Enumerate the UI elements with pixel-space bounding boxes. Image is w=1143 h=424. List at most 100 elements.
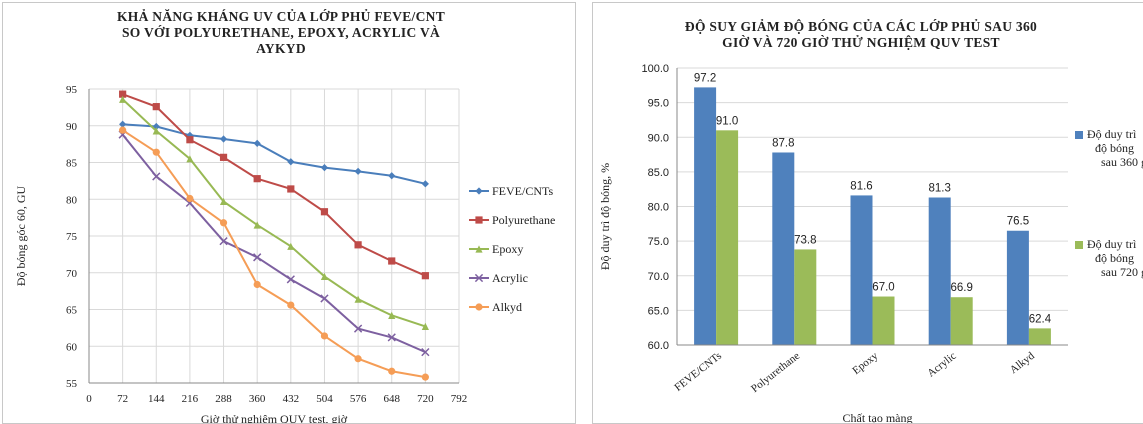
- data-point-alkyd: [320, 332, 329, 340]
- bar-chart-y-tick-label: 85.0: [648, 167, 669, 179]
- line-chart-x-tick-label: 72: [117, 393, 128, 405]
- bar-chart-y-tick-label: 100.0: [641, 63, 669, 75]
- data-point-polyurethane: [354, 241, 362, 249]
- data-point-alkyd: [287, 301, 295, 309]
- bar-chart-x-tick-label: FEVE/CNTs: [672, 350, 724, 394]
- bar-720h: [716, 130, 739, 345]
- bar-chart-y-tick-label: 95.0: [648, 98, 669, 110]
- data-point-acrylic: [286, 275, 295, 284]
- series-alkyd: [119, 126, 429, 381]
- bar-chart-x-tick-label: Acrylic: [925, 350, 958, 380]
- legend-label-polyurethane: Polyurethane: [492, 213, 555, 227]
- bar-chart-y-tick-label: 60.0: [648, 340, 669, 352]
- line-chart-title-line: AYKYD: [256, 41, 306, 56]
- data-point-alkyd: [354, 355, 362, 363]
- bar-chart-x-tick-label: Alkyd: [1008, 350, 1037, 377]
- data-point-polyurethane: [219, 153, 228, 161]
- legend-label-alkyd: Alkyd: [492, 300, 522, 314]
- line-chart-y-tick-label: 95: [66, 84, 78, 96]
- line-chart-y-tick-label: 85: [66, 158, 78, 170]
- bar-data-label: 76.5: [1007, 216, 1029, 228]
- data-point-acrylic: [353, 324, 363, 333]
- data-point-epoxy: [186, 155, 194, 163]
- data-point-polyurethane: [320, 208, 329, 216]
- bar-chart-x-tick-label: Epoxy: [850, 350, 880, 377]
- line-chart-title-line: SO VỚI POLYURETHANE, EPOXY, ACRYLIC VÀ: [122, 25, 440, 40]
- legend-label-feve-cnts: FEVE/CNTs: [492, 184, 553, 198]
- legend-marker-feve-cnts: [475, 187, 483, 195]
- bar-chart-panel: ĐỘ SUY GIẢM ĐỘ BÓNG CỦA CÁC LỚP PHỦ SAU …: [592, 2, 1143, 424]
- line-chart-x-tick-label: 720: [417, 393, 434, 405]
- data-point-feve-cnts: [320, 164, 329, 172]
- line-chart-y-tick-label: 55: [66, 378, 78, 390]
- data-point-epoxy: [421, 322, 429, 331]
- series-line-feve-cnts: [122, 123, 426, 185]
- data-point-feve-cnts: [219, 135, 228, 143]
- data-point-feve-cnts: [421, 180, 429, 188]
- data-point-polyurethane: [186, 136, 194, 144]
- bar-chart-x-axis-label: Chất tạo màng: [843, 411, 913, 424]
- line-chart-panel: KHẢ NĂNG KHÁNG UV CỦA LỚP PHỦ FEVE/CNT SO…: [2, 2, 576, 424]
- line-chart-gridlines: [88, 88, 460, 384]
- data-point-epoxy: [152, 127, 160, 135]
- bar-data-label: 66.9: [951, 282, 973, 294]
- bar-360h: [772, 152, 795, 345]
- legend-marker-polyurethane: [475, 216, 483, 224]
- data-point-epoxy: [119, 95, 127, 103]
- line-chart-x-tick-label: 360: [249, 393, 266, 405]
- bar-720h: [950, 297, 973, 345]
- legend-marker-alkyd: [475, 303, 483, 311]
- line-chart-legend: FEVE/CNTs Polyurethane Epoxy Acrylic Alkyd: [469, 184, 555, 314]
- legend-marker-epoxy: [475, 245, 483, 253]
- bar-data-label: 62.4: [1029, 313, 1052, 325]
- legend-label-acrylic: Acrylic: [492, 271, 528, 285]
- line-chart-x-tick-label: 792: [451, 393, 468, 405]
- line-chart-title-line: KHẢ NĂNG KHÁNG UV CỦA LỚP PHỦ FEVE/CNT: [117, 9, 445, 24]
- series-line-polyurethane: [122, 93, 426, 277]
- data-point-epoxy: [388, 311, 396, 319]
- bar-360h: [1006, 230, 1029, 345]
- bar-data-label: 67.0: [872, 282, 894, 294]
- series-polyurethane: [119, 90, 429, 280]
- data-point-alkyd: [219, 219, 228, 227]
- data-point-polyurethane: [119, 90, 127, 98]
- series-line-acrylic: [121, 133, 426, 354]
- series-acrylic: [118, 130, 430, 357]
- line-chart-x-tick-label: 576: [350, 393, 367, 405]
- legend-label-epoxy: Epoxy: [492, 242, 523, 256]
- data-point-alkyd: [152, 148, 160, 156]
- line-chart-title: KHẢ NĂNG KHÁNG UV CỦA LỚP PHỦ FEVE/CNTSO…: [117, 9, 445, 56]
- bar-chart-y-tick-label: 75.0: [648, 236, 669, 248]
- bar-chart-y-tick-label: 80.0: [648, 202, 669, 214]
- data-point-acrylic: [152, 172, 161, 181]
- bar-360h: [850, 195, 873, 345]
- bar-data-label: 81.3: [929, 182, 951, 194]
- line-chart-x-tick-label: 288: [215, 393, 232, 405]
- legend-label-line: sau 360 giờ: [1101, 155, 1143, 169]
- bar-360h: [928, 197, 951, 345]
- data-point-polyurethane: [421, 272, 429, 280]
- line-chart-x-tick-label: 216: [182, 393, 199, 405]
- data-point-feve-cnts: [287, 158, 295, 166]
- data-point-epoxy: [287, 242, 295, 250]
- data-point-alkyd: [186, 194, 194, 203]
- line-chart-y-tick-label: 80: [66, 194, 78, 206]
- line-chart-x-tick-label: 648: [383, 393, 400, 405]
- data-point-feve-cnts: [253, 139, 261, 147]
- bar-720h: [872, 296, 895, 345]
- data-point-alkyd: [421, 373, 429, 381]
- bar-720h: [794, 249, 817, 345]
- data-point-acrylic: [253, 253, 262, 262]
- data-point-epoxy: [253, 221, 261, 229]
- data-point-feve-cnts: [354, 167, 362, 175]
- series-line-alkyd: [122, 129, 426, 379]
- line-chart-x-tick-label: 144: [148, 393, 165, 405]
- series-feve-cnts: [119, 120, 429, 188]
- line-chart-y-axis-label: Độ bóng góc 60, GU: [14, 186, 28, 287]
- legend-label-line: độ bóng: [1095, 141, 1134, 155]
- bar-chart: ĐỘ SUY GIẢM ĐỘ BÓNG CỦA CÁC LỚP PHỦ SAU …: [598, 19, 1143, 424]
- data-point-polyurethane: [152, 103, 160, 111]
- series-line-epoxy: [121, 98, 426, 328]
- legend-label-line: Độ duy trì: [1087, 127, 1137, 141]
- series-epoxy: [119, 95, 429, 331]
